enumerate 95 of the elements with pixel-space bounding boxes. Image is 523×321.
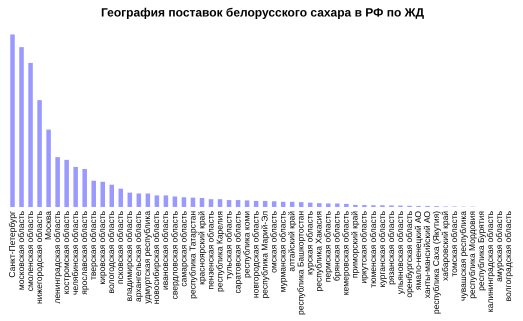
bar <box>73 166 78 207</box>
x-tick-label: Москва <box>42 210 53 240</box>
bar <box>335 204 340 207</box>
x-tick-label: владимирская область <box>124 210 134 302</box>
bar <box>37 100 42 207</box>
x-tick-label: иркутская область <box>358 210 369 284</box>
x-tick-label: приморский край <box>350 210 360 278</box>
x-tick-label: псковская область <box>115 210 126 284</box>
bar <box>128 192 132 207</box>
bar <box>190 198 196 207</box>
bar <box>200 198 204 207</box>
bar <box>208 199 214 207</box>
x-tick-label: ленинградская область <box>52 210 62 304</box>
bar <box>344 204 349 207</box>
x-tick-label: курская область <box>304 210 315 275</box>
bar <box>91 180 96 207</box>
bar <box>262 200 268 207</box>
x-tick-label: свердловская область <box>169 210 180 300</box>
x-tick-label: омская область <box>268 210 279 273</box>
x-tick-label: вологодская область <box>106 210 116 294</box>
x-tick-label: республика Бурятия <box>476 210 486 291</box>
x-tick-label: республика Башкортостан <box>296 210 306 316</box>
bar <box>154 195 160 207</box>
bar <box>326 204 331 207</box>
x-tick-label: новосибирская область <box>151 210 162 304</box>
x-tick-label: тюменская область <box>368 210 378 288</box>
x-tick-label: пермская область <box>322 210 333 282</box>
x-tick-label: красноярский край <box>196 210 206 285</box>
x-tick-label: челябинская область <box>70 210 80 296</box>
x-tick-label: республика Хакасия <box>314 210 324 292</box>
bar <box>226 200 232 207</box>
x-tick-label: Санкт-Петербург <box>6 210 17 278</box>
bar <box>298 202 304 207</box>
x-tick-label: республика Татарстан <box>187 210 198 299</box>
x-tick-label: брянская область <box>332 210 342 282</box>
x-tick-label: курганская область <box>376 210 387 288</box>
x-tick-label: рязанская область <box>386 210 396 285</box>
x-tick-label: смоленская область <box>24 210 35 292</box>
x-tick-label: пензенская область <box>205 210 216 290</box>
x-tick-label: тверская область <box>88 210 98 280</box>
x-tick-label: республика коми <box>241 210 252 278</box>
bar <box>136 194 142 207</box>
x-tick-label: самарская область <box>178 210 188 287</box>
x-tick-label: ярославская область <box>79 210 90 295</box>
x-tick-label: новгородская область <box>250 210 260 298</box>
bar <box>254 200 258 207</box>
x-tick-label: кировская область <box>97 210 108 285</box>
x-tick-label: архангельская область <box>133 210 144 302</box>
bar <box>110 184 114 207</box>
bar <box>146 194 150 207</box>
x-tick-label: удмуртская республика <box>142 210 152 304</box>
x-tick-label: костромская область <box>60 210 71 294</box>
x-tick-label: волгоградская область <box>503 210 514 302</box>
x-tick-label: чувашская республика <box>458 210 468 301</box>
x-tick-label: нижегородская область <box>34 210 44 304</box>
x-tick-label: алтайский край <box>286 210 297 272</box>
x-tick-label: оренбургская область <box>404 210 414 298</box>
x-tick-label: московская область <box>16 210 26 290</box>
bar <box>244 200 250 207</box>
bar <box>308 202 313 207</box>
bar <box>290 202 294 207</box>
x-tick-label: амурская область <box>494 210 504 282</box>
x-tick-label: саратовская область <box>232 210 242 294</box>
x-tick-label: ивановская область <box>160 210 170 290</box>
bar <box>55 157 60 207</box>
bar <box>118 188 124 207</box>
x-tick-label: ульяновская область <box>394 210 405 294</box>
x-tick-label: томская область <box>448 210 459 277</box>
x-tick-label: кемеровская область <box>340 210 351 296</box>
bar <box>182 197 186 207</box>
bar <box>46 130 51 207</box>
bar <box>64 160 69 207</box>
bar <box>317 203 322 207</box>
x-tick-label: тульская область <box>223 210 234 280</box>
bar <box>19 47 24 207</box>
bar <box>28 62 33 207</box>
bar <box>172 196 178 207</box>
x-tick-label: ханты-мансийский АО <box>422 210 432 298</box>
bar <box>164 195 168 207</box>
x-tick-label: республика Мордовия <box>467 210 477 299</box>
bar <box>218 199 222 207</box>
x-tick-label: республика Марий-Эл <box>259 210 270 299</box>
x-tick-label: республика Саха (Якутия) <box>430 210 441 314</box>
x-tick-label: калининградская область <box>485 210 496 312</box>
bar <box>272 201 276 207</box>
bar <box>236 200 240 207</box>
x-tick-label: республика Карелия <box>214 210 224 292</box>
bar <box>100 182 105 207</box>
bar <box>82 168 87 207</box>
bar <box>10 34 15 207</box>
x-tick-label: хабаровский край <box>440 210 450 281</box>
bar <box>280 202 286 207</box>
x-tick-label: мурманская область <box>278 210 288 292</box>
x-tick-label: ямало-ненецкий АО <box>412 210 423 290</box>
chart-title: География поставок белорусского сахара в РФ по ЖД <box>100 6 424 20</box>
